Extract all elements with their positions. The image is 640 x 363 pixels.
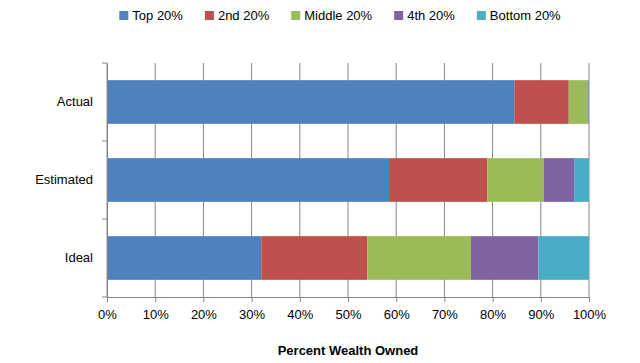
bar xyxy=(587,80,589,124)
band-ticks xyxy=(102,63,107,297)
bar xyxy=(389,158,487,202)
chart: 0% 10% 20% 30% 40% 50% 60% 70% 80% 90% 100% Actual E… xyxy=(0,0,640,363)
tick: 30% xyxy=(239,297,265,322)
band-tick xyxy=(102,141,107,142)
tick: 80% xyxy=(480,297,506,322)
bars xyxy=(107,80,589,280)
bar xyxy=(471,236,538,280)
tick-mark xyxy=(155,297,156,302)
bar xyxy=(107,236,261,280)
axis-line xyxy=(107,64,108,298)
tick: 90% xyxy=(528,297,554,322)
legend-item: 2nd 20% xyxy=(205,8,270,23)
legend-label: 2nd 20% xyxy=(218,8,270,23)
tick: Ideal xyxy=(65,250,107,265)
tick: Estimated xyxy=(35,172,107,187)
tick-label: 0% xyxy=(98,307,117,322)
plot: 0% 10% 20% 30% 40% 50% 60% 70% 80% 90% 100% Actual E… xyxy=(35,63,606,322)
legend-item: Bottom 20% xyxy=(477,8,561,23)
tick-label: 90% xyxy=(528,307,554,322)
tick: 10% xyxy=(143,297,169,322)
tick-mark xyxy=(541,297,542,302)
tick-mark xyxy=(444,297,445,302)
bar xyxy=(538,236,589,280)
legend: Top 20% 2nd 20% Middle 20% 4th 20% Bottom 20… xyxy=(119,8,561,23)
bar xyxy=(487,158,543,202)
series xyxy=(261,80,569,280)
legend-swatch xyxy=(477,11,486,20)
band-tick xyxy=(102,297,107,298)
band-tick xyxy=(102,63,107,64)
legend-label: Top 20% xyxy=(132,8,183,23)
tick-label: 10% xyxy=(143,307,169,322)
bar xyxy=(261,236,367,280)
tick-mark xyxy=(396,297,397,302)
tick: 50% xyxy=(335,297,361,322)
legend-label: 4th 20% xyxy=(407,8,455,23)
tick-label: 80% xyxy=(480,307,506,322)
tick-mark xyxy=(252,297,253,302)
bar xyxy=(588,80,589,124)
bar xyxy=(107,158,389,202)
tick: 100% xyxy=(573,297,607,322)
tick: 60% xyxy=(384,297,410,322)
axis-title: Percent Wealth Owned xyxy=(278,343,419,358)
legend-swatch xyxy=(205,11,214,20)
legend-swatch xyxy=(394,11,403,20)
tick-mark xyxy=(493,297,494,302)
bar xyxy=(514,80,568,124)
tick-label: 50% xyxy=(335,307,361,322)
bar xyxy=(574,158,589,202)
grid xyxy=(107,63,589,297)
tick-label: Ideal xyxy=(65,250,93,265)
tick-label: Estimated xyxy=(35,172,93,187)
tick-label: 70% xyxy=(432,307,458,322)
legend-label: Middle 20% xyxy=(304,8,372,23)
tick: 20% xyxy=(191,297,217,322)
legend-item: Top 20% xyxy=(119,8,183,23)
tick-mark xyxy=(107,297,108,302)
legend-label: Bottom 20% xyxy=(490,8,561,23)
tick-label: 20% xyxy=(191,307,217,322)
legend-item: 4th 20% xyxy=(394,8,455,23)
tick-label: 60% xyxy=(384,307,410,322)
tick-label: 30% xyxy=(239,307,265,322)
x-axis: 0% 10% 20% 30% 40% 50% 60% 70% 80% 90% 100% xyxy=(98,297,606,322)
grid-line xyxy=(107,63,108,297)
y-axis: Actual Estimated Ideal xyxy=(35,64,107,298)
tick: Actual xyxy=(57,94,107,109)
tick-mark xyxy=(300,297,301,302)
tick-mark xyxy=(348,297,349,302)
series xyxy=(107,80,514,280)
tick-label: 40% xyxy=(287,307,313,322)
tick: 0% xyxy=(98,297,117,322)
series xyxy=(538,80,589,280)
tick: 40% xyxy=(287,297,313,322)
tick-mark xyxy=(203,297,204,302)
legend-swatch xyxy=(291,11,300,20)
legend-swatch xyxy=(119,11,128,20)
bar xyxy=(544,158,574,202)
bar xyxy=(107,80,514,124)
bar xyxy=(367,236,471,280)
legend-item: Middle 20% xyxy=(291,8,372,23)
bar xyxy=(569,80,588,124)
band-tick xyxy=(102,219,107,220)
tick: 70% xyxy=(432,297,458,322)
tick-mark xyxy=(589,297,590,302)
tick-label: 100% xyxy=(573,307,607,322)
series xyxy=(471,80,589,280)
tick-label: Actual xyxy=(57,94,93,109)
